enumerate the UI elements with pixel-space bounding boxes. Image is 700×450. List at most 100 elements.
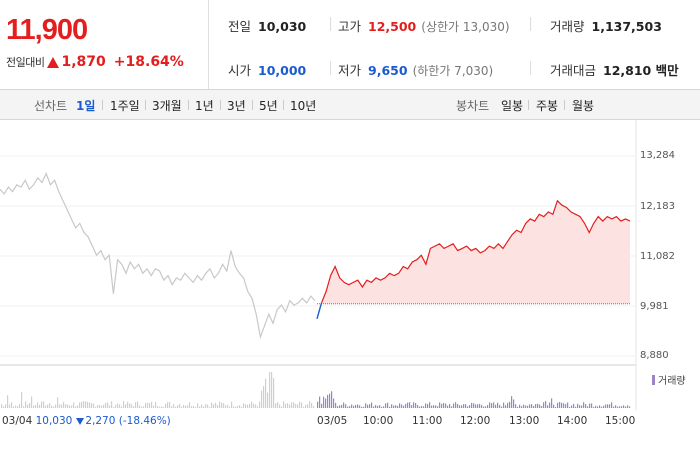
volume-bar xyxy=(27,404,29,408)
volume-bar xyxy=(269,372,271,408)
volume-bar xyxy=(273,378,275,408)
tab-3m[interactable]: 3개월 xyxy=(152,99,182,113)
volume-bar xyxy=(467,406,469,408)
volume-bar xyxy=(443,403,445,408)
volume-bar xyxy=(179,404,181,408)
upper-limit: (상한가 13,030) xyxy=(421,20,510,34)
volume-bar xyxy=(395,405,397,408)
volume-bar xyxy=(495,404,497,408)
volume-bar xyxy=(59,404,61,408)
high-value: 12,500 xyxy=(368,19,417,34)
volume-bar xyxy=(277,402,279,408)
volume-bar xyxy=(345,404,347,408)
volume-bar xyxy=(283,401,285,408)
volume-bar xyxy=(237,405,239,408)
volume-bar xyxy=(1,404,3,408)
volume-bar xyxy=(165,403,167,408)
volume-bar xyxy=(25,401,27,408)
up-triangle-icon xyxy=(47,56,60,68)
volume-bar xyxy=(409,402,411,408)
change-label: 전일대비 xyxy=(6,56,45,69)
volume-bar xyxy=(263,386,265,408)
volume-bar xyxy=(541,405,543,408)
volume-bar xyxy=(211,402,213,408)
volume-bar xyxy=(207,404,209,408)
volume-bar xyxy=(575,406,577,408)
x-tick-label: 12:00 xyxy=(460,415,491,427)
volume-bar xyxy=(509,401,511,408)
volume-bar xyxy=(295,403,297,408)
volume-bar xyxy=(241,406,243,408)
tab-1y[interactable]: 1년 xyxy=(195,99,214,113)
volume-bar xyxy=(117,403,119,408)
tab-5y[interactable]: 5년 xyxy=(259,99,278,113)
volume-bar xyxy=(429,402,431,408)
volume-bar xyxy=(621,406,623,408)
volume-bar xyxy=(557,402,559,408)
volume-bar xyxy=(309,401,311,408)
quote-header: 11,900 전일대비 1,870 +18.64% 전일 10,030 고가 1… xyxy=(0,0,700,90)
low-value: 9,650 xyxy=(368,63,408,78)
volume-bar xyxy=(151,401,153,408)
volume-bar xyxy=(577,403,579,408)
candle-chart-label: 봉차트 xyxy=(456,99,490,113)
tab-1d[interactable]: 1일 xyxy=(76,99,96,113)
volume-bar xyxy=(317,401,319,408)
volume-bar xyxy=(539,404,541,408)
volume-bar xyxy=(391,404,393,408)
volume-bar xyxy=(129,403,131,408)
volume-bar xyxy=(177,405,179,408)
turnover-label: 거래대금 xyxy=(550,63,597,78)
volume-bar xyxy=(65,404,67,408)
volume-bar xyxy=(119,404,121,408)
volume-bar xyxy=(537,403,539,408)
tab-10y[interactable]: 10년 xyxy=(290,99,317,113)
volume-bar xyxy=(573,403,575,408)
volume-bar xyxy=(169,401,171,408)
volume-bar xyxy=(425,403,427,408)
volume-bar xyxy=(321,403,323,408)
volume-bar xyxy=(355,404,357,408)
volume-bar xyxy=(589,403,591,408)
volume-bar xyxy=(193,406,195,408)
volume-bar xyxy=(381,406,383,408)
volume-bar xyxy=(459,405,461,408)
today-price-line xyxy=(320,199,631,304)
volume-bar xyxy=(435,405,437,408)
volume-bar xyxy=(323,396,325,408)
volume-bar xyxy=(455,402,457,408)
volume-bar xyxy=(347,406,349,408)
volume-bar xyxy=(153,405,155,408)
prev-close-value: 10,030 xyxy=(35,415,73,427)
volume-value: 1,137,503 xyxy=(591,19,662,34)
volume-bar xyxy=(349,406,351,408)
volume-bar xyxy=(265,378,267,408)
y-tick-label: 9,981 xyxy=(640,301,669,312)
tab-1w[interactable]: 1주일 xyxy=(110,99,140,113)
open-label: 시가 xyxy=(228,63,252,78)
volume-bar xyxy=(7,395,9,408)
volume-bar xyxy=(67,404,69,408)
volume-bar xyxy=(481,405,483,408)
volume-bar xyxy=(293,402,295,408)
tab-weekly[interactable]: 주봉 xyxy=(536,99,559,113)
volume-bar xyxy=(417,404,419,408)
prev-close-label: 전일 xyxy=(228,19,252,34)
volume-bar xyxy=(19,404,21,408)
price-box: 11,900 전일대비 1,870 +18.64% xyxy=(0,0,209,89)
volume-bar xyxy=(623,405,625,408)
volume-bar xyxy=(43,401,45,408)
volume-bar xyxy=(79,402,81,408)
volume-bar xyxy=(307,404,309,408)
tab-monthly[interactable]: 월봉 xyxy=(572,99,595,113)
volume-bar xyxy=(275,403,277,408)
prev-change-pct: (-18.46%) xyxy=(118,415,171,427)
volume-bar xyxy=(71,405,73,408)
volume-bar xyxy=(515,404,517,408)
tab-3y[interactable]: 3년 xyxy=(227,99,246,113)
volume-bar xyxy=(393,405,395,408)
tab-divider xyxy=(145,100,146,110)
volume-bar xyxy=(501,406,503,408)
volume-bar xyxy=(45,405,47,408)
tab-daily[interactable]: 일봉 xyxy=(501,99,524,113)
